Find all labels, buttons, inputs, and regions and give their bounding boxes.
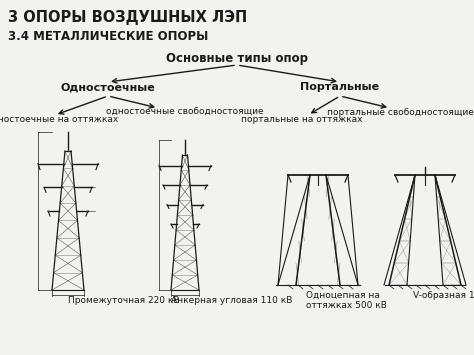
Text: Основные типы опор: Основные типы опор [166, 52, 308, 65]
Text: V-образная 1150 кВ: V-образная 1150 кВ [413, 291, 474, 300]
Text: портальные на оттяжках: портальные на оттяжках [241, 115, 363, 124]
Text: Анкерная угловая 110 кВ: Анкерная угловая 110 кВ [171, 296, 292, 305]
Text: Портальные: Портальные [301, 82, 380, 92]
Text: 3.4 МЕТАЛЛИЧЕСКИЕ ОПОРЫ: 3.4 МЕТАЛЛИЧЕСКИЕ ОПОРЫ [8, 30, 209, 43]
Text: Промежуточная 220 кВ: Промежуточная 220 кВ [68, 296, 180, 305]
Text: одностоечные свободностоящие: одностоечные свободностоящие [106, 108, 264, 117]
Text: одностоечные на оттяжках: одностоечные на оттяжках [0, 115, 118, 124]
Text: 3 ОПОРЫ ВОЗДУШНЫХ ЛЭП: 3 ОПОРЫ ВОЗДУШНЫХ ЛЭП [8, 10, 247, 25]
Text: портальные свободностоящие: портальные свободностоящие [327, 108, 474, 117]
Text: Одностоечные: Одностоечные [61, 82, 155, 92]
Text: Одноцепная на
оттяжках 500 кВ: Одноцепная на оттяжках 500 кВ [306, 291, 387, 310]
